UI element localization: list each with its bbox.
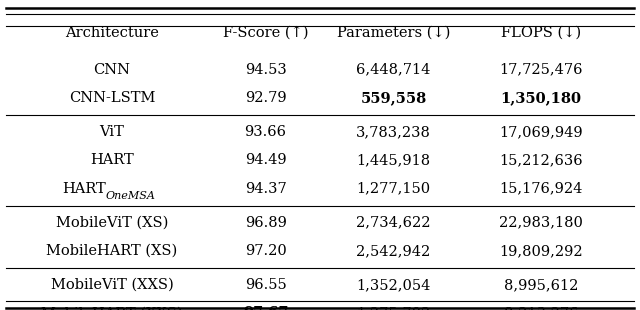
Text: 97.67: 97.67 (243, 306, 289, 310)
Text: 559,558: 559,558 (360, 91, 427, 105)
Text: Parameters (↓): Parameters (↓) (337, 25, 451, 40)
Text: ViT: ViT (100, 125, 124, 139)
Text: 92.79: 92.79 (244, 91, 287, 105)
Text: Architecture: Architecture (65, 25, 159, 40)
Text: 15,212,636: 15,212,636 (499, 153, 582, 167)
Text: HART: HART (90, 153, 134, 167)
Text: FLOPS (↓): FLOPS (↓) (500, 25, 581, 40)
Text: 1,275,702: 1,275,702 (356, 306, 431, 310)
Text: OneMSA: OneMSA (106, 191, 156, 201)
Text: 2,734,622: 2,734,622 (356, 216, 431, 230)
Text: 94.37: 94.37 (244, 182, 287, 196)
Text: 1,277,150: 1,277,150 (356, 182, 431, 196)
Text: MobileViT (XXS): MobileViT (XXS) (51, 278, 173, 292)
Text: 15,176,924: 15,176,924 (499, 182, 582, 196)
Text: 8,213,276: 8,213,276 (504, 306, 578, 310)
Text: 8,995,612: 8,995,612 (504, 278, 578, 292)
Text: 19,809,292: 19,809,292 (499, 244, 582, 258)
Text: MobileHART (XS): MobileHART (XS) (46, 244, 178, 258)
Text: 22,983,180: 22,983,180 (499, 216, 583, 230)
Text: MobileHART (XXS): MobileHART (XXS) (41, 306, 183, 310)
Text: HART: HART (62, 182, 106, 196)
Text: 1,352,054: 1,352,054 (356, 278, 431, 292)
Text: MobileViT (XS): MobileViT (XS) (56, 216, 168, 230)
Text: 96.89: 96.89 (244, 216, 287, 230)
Text: 94.53: 94.53 (244, 63, 287, 77)
Text: 3,783,238: 3,783,238 (356, 125, 431, 139)
Text: CNN: CNN (93, 63, 131, 77)
Text: 94.49: 94.49 (244, 153, 287, 167)
Text: 93.66: 93.66 (244, 125, 287, 139)
Text: 2,542,942: 2,542,942 (356, 244, 431, 258)
Text: 1,445,918: 1,445,918 (356, 153, 431, 167)
Text: F-Score (↑): F-Score (↑) (223, 25, 308, 40)
Text: 17,725,476: 17,725,476 (499, 63, 582, 77)
Text: 6,448,714: 6,448,714 (356, 63, 431, 77)
Text: 17,069,949: 17,069,949 (499, 125, 582, 139)
Text: 1,350,180: 1,350,180 (500, 91, 581, 105)
Text: 97.20: 97.20 (244, 244, 287, 258)
Text: CNN-LSTM: CNN-LSTM (69, 91, 155, 105)
Text: 96.55: 96.55 (244, 278, 287, 292)
